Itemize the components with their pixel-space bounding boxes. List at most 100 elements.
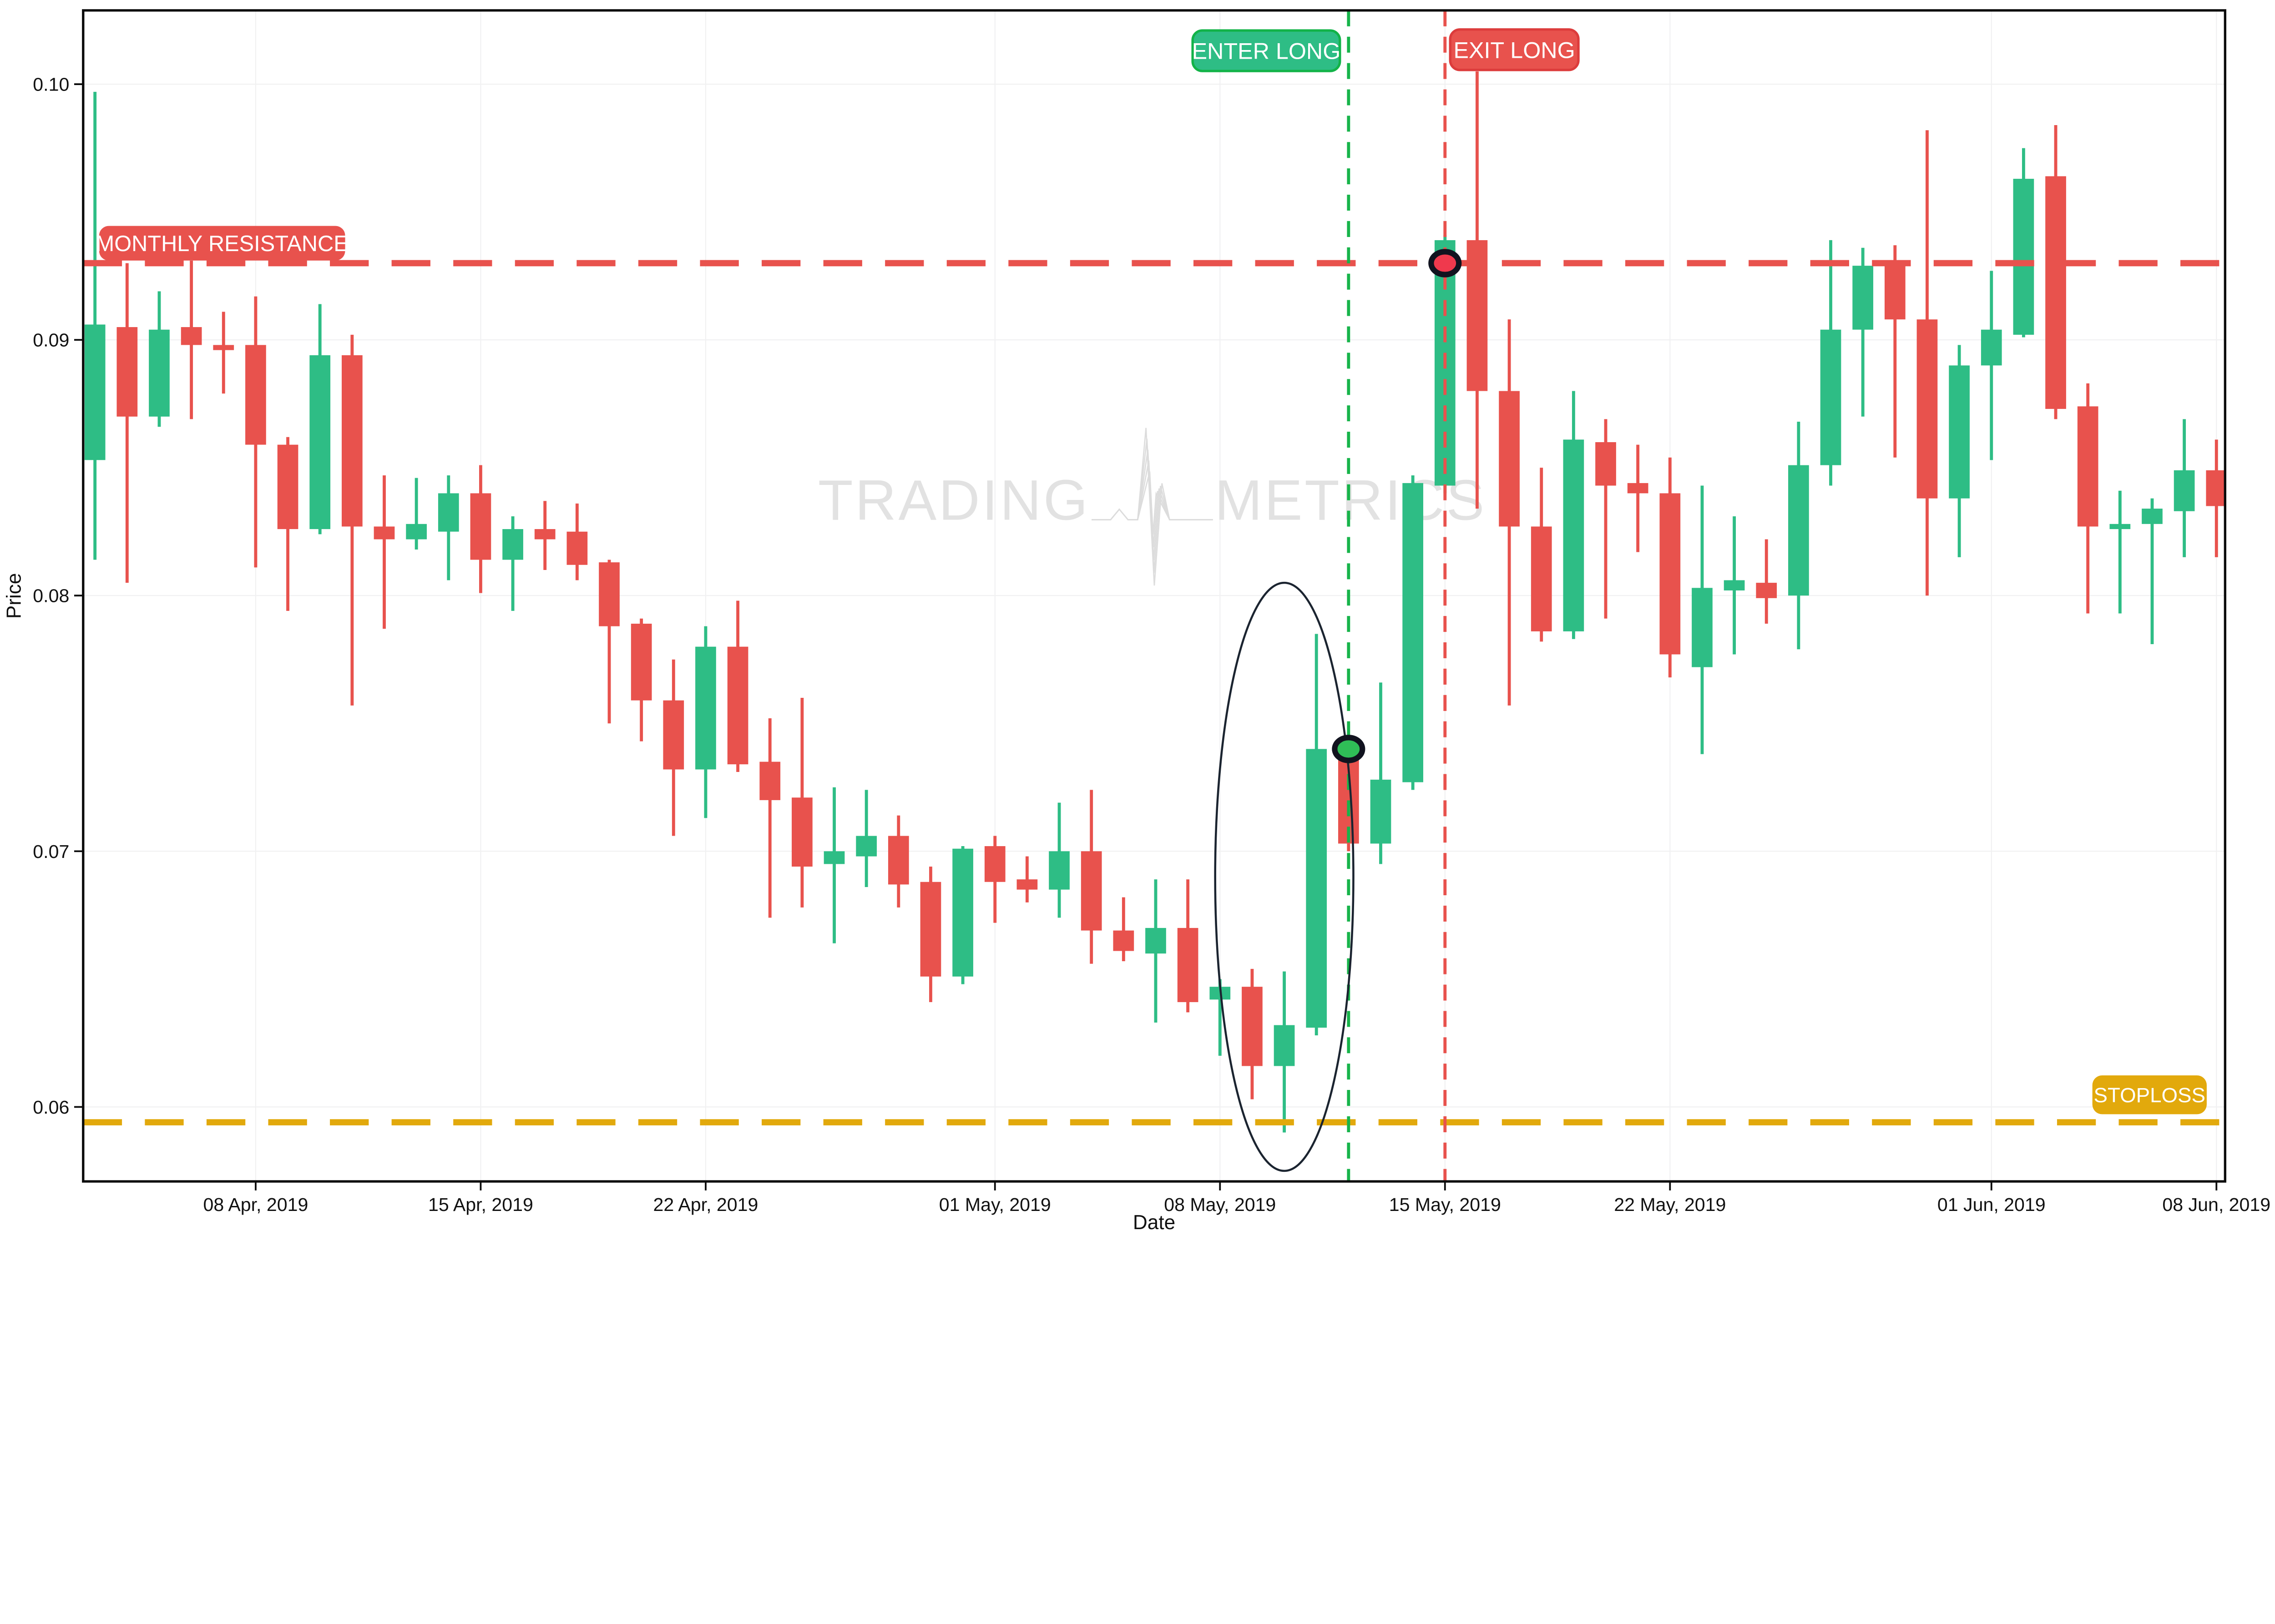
enter-long-label-text: ENTER LONG [1192, 39, 1341, 64]
candle-body [1306, 749, 1327, 1028]
stoploss-label: STOPLOSS [2092, 1075, 2207, 1115]
candle-2019-05-04 [1081, 790, 1102, 964]
candle-body [1852, 266, 1874, 330]
candle-body [1274, 1025, 1295, 1066]
candle-2019-05-19 [1563, 391, 1584, 639]
candle-body [1242, 987, 1263, 1066]
candle-body [984, 846, 1006, 882]
candle-2019-05-09 [1242, 968, 1263, 1099]
candle-2019-04-13 [406, 478, 427, 550]
candle-2019-04-14 [438, 475, 459, 580]
candle-2019-04-29 [920, 867, 941, 1002]
x-tick-2019-05-22: 22 May, 2019 [1614, 1194, 1726, 1215]
candle-body [856, 836, 877, 857]
x-tick-2019-05-08: 08 May, 2019 [1164, 1194, 1276, 1215]
axes: 0.06 0.07 0.08 0.09 0.10 08 Apr, 2019 15 Apr, … [3, 74, 2270, 1234]
exit-marker [1428, 249, 1462, 277]
candle-2019-04-19 [599, 560, 620, 724]
candle-body [534, 529, 556, 540]
candle-body [1949, 365, 1970, 499]
candle-body [116, 327, 138, 417]
candle-body [2077, 406, 2098, 527]
candle-body [599, 562, 620, 626]
y-tick-0.08: 0.08 [33, 585, 69, 606]
candle-2019-06-08 [2206, 439, 2225, 557]
candle-body [888, 836, 909, 885]
candle-2019-05-14 [1402, 475, 1423, 790]
stoploss-label-text: STOPLOSS [2094, 1084, 2205, 1107]
candle-body [1659, 493, 1681, 655]
candle-2019-04-03 [84, 91, 106, 560]
candle-2019-04-20 [631, 618, 652, 741]
candle-body [438, 493, 459, 532]
y-tick-0.09: 0.09 [33, 330, 69, 351]
candle-body [1820, 329, 1841, 465]
candle-2019-04-12 [374, 475, 395, 629]
candle-2019-04-25 [792, 698, 813, 908]
candle-2019-05-02 [1016, 856, 1038, 903]
candle-body [406, 524, 427, 540]
highlight-ellipse [1214, 581, 1355, 1172]
candle-2019-04-11 [342, 334, 363, 706]
y-axis-title: Price [3, 573, 25, 619]
candle-body [1370, 779, 1391, 844]
candle-body [1499, 391, 1520, 527]
candle-body [1916, 319, 1938, 499]
candle-2019-05-11 [1306, 634, 1327, 1035]
candle-body [566, 531, 588, 565]
candle-2019-05-07 [1177, 879, 1198, 1013]
candle-body [342, 355, 363, 527]
candle-2019-06-03 [2045, 125, 2066, 419]
candle-2019-04-21 [663, 659, 684, 836]
exit-long-label-text: EXIT LONG [1454, 37, 1575, 63]
candle-2019-04-05 [149, 291, 170, 427]
candle-body [1049, 851, 1070, 890]
candle-body [695, 646, 716, 770]
candle-body [663, 700, 684, 770]
candle-body [631, 624, 652, 701]
candle-2019-04-17 [534, 501, 556, 570]
candle-2019-04-23 [727, 600, 748, 772]
candle-2019-04-22 [695, 626, 716, 818]
candle-body [920, 882, 941, 977]
candle-2019-05-27 [1820, 240, 1841, 486]
candle-body [1113, 930, 1134, 951]
candle-2019-05-17 [1499, 319, 1520, 706]
candle-body [149, 329, 170, 417]
candle-body [1788, 465, 1809, 596]
candle-2019-05-06 [1145, 879, 1166, 1023]
candle-body [952, 848, 973, 977]
candle-2019-05-18 [1531, 468, 1552, 642]
candle-2019-04-28 [888, 815, 909, 908]
candle-2019-05-28 [1852, 247, 1874, 417]
candle-2019-05-21 [1627, 444, 1648, 552]
candle-body [1531, 526, 1552, 631]
candle-2019-05-30 [1916, 130, 1938, 596]
candle-2019-04-26 [824, 787, 845, 943]
candle-body [1756, 583, 1777, 598]
monthly-resistance-label: MONTHLY RESISTANCE [96, 226, 349, 261]
enter-long-label: ENTER LONG [1191, 29, 1341, 72]
pulse-icon [1092, 428, 1213, 586]
candle-body [470, 493, 491, 560]
candle-2019-05-25 [1756, 539, 1777, 624]
entry-marker [1332, 735, 1365, 763]
candle-2019-04-27 [856, 790, 877, 887]
candle-body [309, 355, 331, 530]
candle-body [792, 797, 813, 867]
candle-2019-05-10 [1274, 971, 1295, 1133]
candle-2019-04-16 [502, 516, 523, 611]
candle-body [1724, 580, 1745, 590]
candle-body [2174, 470, 2195, 511]
x-tick-2019-05-15: 15 May, 2019 [1389, 1194, 1501, 1215]
x-tick-2019-06-08: 08 Jun, 2019 [2162, 1194, 2270, 1215]
x-tick-2019-04-15: 15 Apr, 2019 [428, 1194, 533, 1215]
candle-body [374, 526, 395, 540]
candle-body [1402, 483, 1423, 782]
candle-2019-05-05 [1113, 897, 1134, 961]
monthly-resistance-label-text: MONTHLY RESISTANCE [96, 232, 349, 256]
candle-body [1563, 439, 1584, 631]
candle-body [824, 851, 845, 864]
candle-body [181, 327, 202, 345]
